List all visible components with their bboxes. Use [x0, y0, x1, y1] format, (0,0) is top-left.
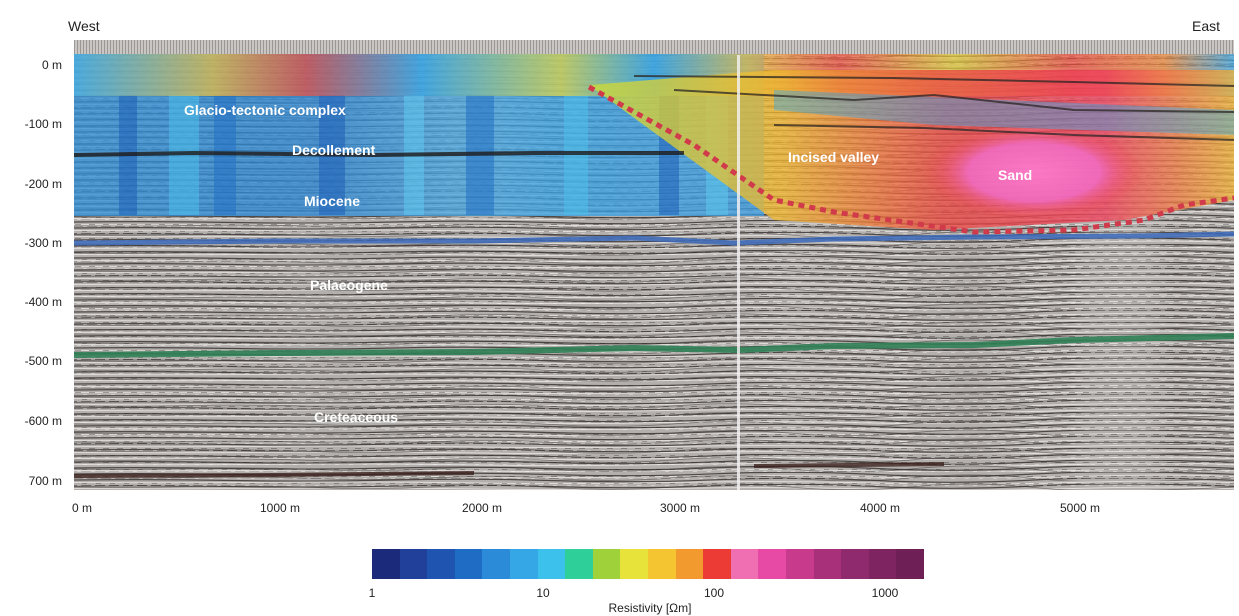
colorbar-cell — [813, 549, 842, 579]
distance-tick-1000: 1000 m — [259, 501, 301, 515]
deep-horizon-east — [753, 462, 945, 468]
west-label: West — [68, 18, 100, 34]
colorbar-cell — [427, 549, 456, 579]
colorbar-cell — [786, 549, 815, 579]
label-decollement: Decollement — [292, 142, 376, 158]
colorbar-title: Resistivity [Ωm] — [608, 601, 692, 615]
distance-tick-5000: 5000 m — [1059, 501, 1101, 515]
depth-tick-100: -100 m — [24, 117, 62, 131]
valley-reflectors — [633, 75, 1234, 141]
colorbar-cell — [648, 549, 677, 579]
distance-tick-3000: 3000 m — [659, 501, 701, 515]
depth-tick-600: -600 m — [24, 414, 62, 428]
seismic-section: Glacio-tectonic complex Decollement Mioc… — [74, 40, 1234, 490]
label-incised-valley: Incised valley — [788, 149, 880, 165]
distance-tick-0: 0 m — [71, 501, 93, 515]
label-creteaceous: Creteaceous — [314, 409, 399, 425]
colorbar-cell — [841, 549, 870, 579]
colorbar-cell — [482, 549, 511, 579]
colorbar-cell — [510, 549, 539, 579]
sand-body — [924, 124, 1144, 220]
label-miocene: Miocene — [304, 193, 361, 209]
colorbar-cell — [868, 549, 897, 579]
resistivity-colorbar — [372, 549, 925, 579]
line-intersection-marker — [737, 55, 740, 490]
deep-horizon-west — [74, 471, 475, 478]
glaciolacustrine-clay-band — [774, 90, 1234, 135]
label-palaeogene: Palaeogene — [310, 277, 388, 293]
top-strip-hatch — [74, 40, 1234, 55]
colorbar-cell — [675, 549, 704, 579]
miocene-base-horizon — [74, 231, 1234, 246]
colorbar-cell — [399, 549, 428, 579]
depth-tick-700: 700 m — [28, 474, 62, 488]
colorbar-cell — [703, 549, 732, 579]
depth-tick-500: -500 m — [24, 354, 62, 368]
colorbar-tick-1000: 1000 — [871, 586, 899, 600]
distance-tick-4000: 4000 m — [859, 501, 901, 515]
colorbar-cell — [730, 549, 759, 579]
depth-tick-0: 0 m — [41, 58, 62, 72]
colorbar-cell — [620, 549, 649, 579]
valley-base-outline — [587, 84, 1234, 235]
distance-tick-2000: 2000 m — [461, 501, 503, 515]
colorbar-cell — [454, 549, 483, 579]
colorbar-tick-100: 100 — [703, 586, 725, 600]
depth-tick-400: -400 m — [24, 295, 62, 309]
seismic-section-svg — [74, 40, 1234, 490]
colorbar-cell — [592, 549, 621, 579]
label-glacio-tectonic-complex: Glacio-tectonic complex — [184, 102, 346, 118]
label-sand: Sand — [998, 167, 1033, 183]
colorbar-cell — [896, 549, 925, 579]
colorbar-cell — [537, 549, 566, 579]
colorbar-tick-10: 10 — [536, 586, 550, 600]
colorbar-cell — [372, 549, 401, 579]
decollement-horizon — [74, 150, 684, 158]
depth-tick-300: -300 m — [24, 236, 62, 250]
colorbar-tick-1: 1 — [368, 586, 376, 600]
colorbar-cell — [565, 549, 594, 579]
depth-tick-200: -200 m — [24, 177, 62, 191]
colorbar-cell — [758, 549, 787, 579]
east-label: East — [1192, 18, 1221, 34]
